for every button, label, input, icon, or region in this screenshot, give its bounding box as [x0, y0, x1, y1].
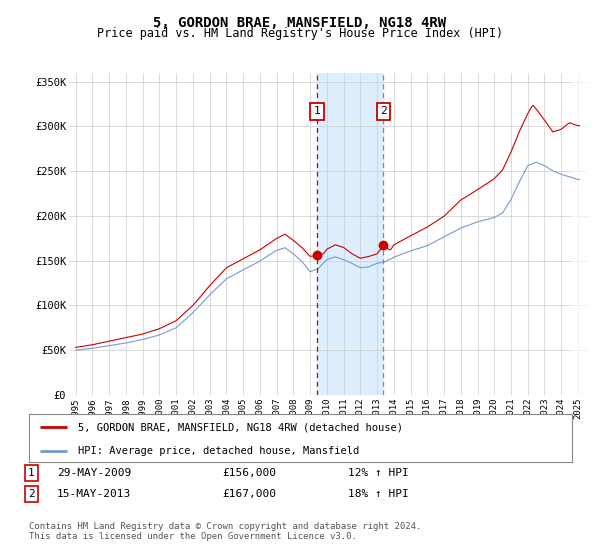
Text: Contains HM Land Registry data © Crown copyright and database right 2024.
This d: Contains HM Land Registry data © Crown c…: [29, 522, 421, 542]
Text: 29-MAY-2009: 29-MAY-2009: [57, 468, 131, 478]
Text: Price paid vs. HM Land Registry's House Price Index (HPI): Price paid vs. HM Land Registry's House …: [97, 27, 503, 40]
Text: 5, GORDON BRAE, MANSFIELD, NG18 4RW (detached house): 5, GORDON BRAE, MANSFIELD, NG18 4RW (det…: [77, 422, 403, 432]
Bar: [571, 73, 588, 395]
Text: 18% ↑ HPI: 18% ↑ HPI: [348, 489, 409, 499]
Text: 1: 1: [28, 468, 35, 478]
Text: HPI: Average price, detached house, Mansfield: HPI: Average price, detached house, Mans…: [77, 446, 359, 456]
Text: 2: 2: [380, 106, 386, 116]
Text: 15-MAY-2013: 15-MAY-2013: [57, 489, 131, 499]
Text: 2: 2: [28, 489, 35, 499]
Text: 1: 1: [314, 106, 320, 116]
Text: 5, GORDON BRAE, MANSFIELD, NG18 4RW: 5, GORDON BRAE, MANSFIELD, NG18 4RW: [154, 16, 446, 30]
Text: £167,000: £167,000: [222, 489, 276, 499]
Bar: [317, 73, 383, 395]
Text: £156,000: £156,000: [222, 468, 276, 478]
Text: 12% ↑ HPI: 12% ↑ HPI: [348, 468, 409, 478]
